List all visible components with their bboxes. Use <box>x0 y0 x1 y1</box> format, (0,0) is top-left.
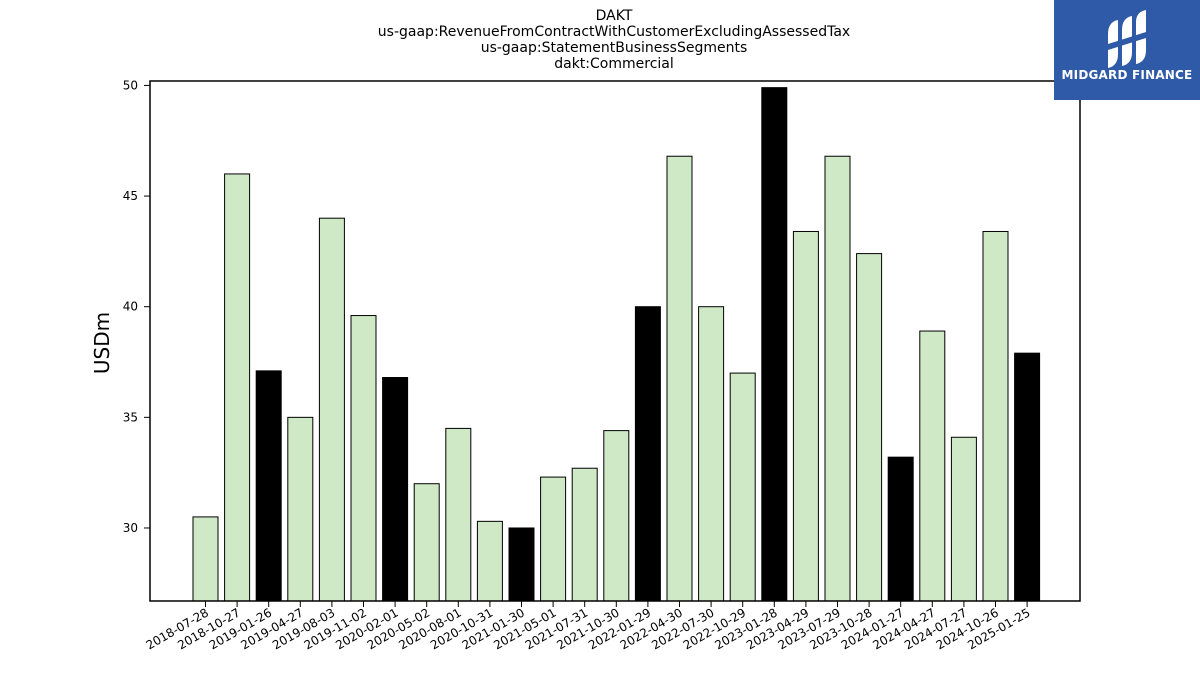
bar-2022-04-30 <box>666 155 693 602</box>
bar-2020-08-01 <box>445 427 472 602</box>
bar-2020-02-01 <box>382 377 409 602</box>
title-line-1: DAKT <box>596 8 633 24</box>
title-line-3: us-gaap:StatementBusinessSegments <box>481 40 748 56</box>
bar-2022-10-29 <box>729 372 756 602</box>
bar-2018-07-28 <box>192 516 219 602</box>
chart-title: DAKT us-gaap:RevenueFromContractWithCust… <box>378 8 850 72</box>
bar-2020-05-02 <box>413 483 440 602</box>
bar-2021-10-30 <box>603 430 630 602</box>
y-tick-label: 50 <box>123 78 138 92</box>
plot-frame <box>149 80 1081 602</box>
y-tick-label: 45 <box>123 189 138 203</box>
bar-2024-04-27 <box>919 330 946 602</box>
bar-2025-01-25 <box>1014 352 1041 602</box>
x-axis: 2018-07-282018-10-272019-01-262019-04-27… <box>144 601 1033 652</box>
bars-group <box>192 87 1041 602</box>
bar-2023-07-29 <box>824 155 851 602</box>
y-tick-label: 30 <box>123 521 138 535</box>
bar-2021-05-01 <box>540 476 567 602</box>
bar-2022-01-29 <box>634 306 661 602</box>
midgard-logo-icon <box>1108 10 1146 68</box>
bar-2018-10-27 <box>224 173 251 602</box>
bar-2021-01-30 <box>508 527 535 602</box>
y-axis: 30 35 40 45 50 <box>123 78 150 535</box>
bar-2020-10-31 <box>476 520 503 602</box>
bar-2024-07-27 <box>950 436 977 602</box>
bar-2024-10-26 <box>982 230 1009 602</box>
bar-2024-01-27 <box>887 456 914 602</box>
bar-2023-10-28 <box>856 253 883 602</box>
title-line-2: us-gaap:RevenueFromContractWithCustomerE… <box>378 24 850 40</box>
bar-2019-04-27 <box>287 416 314 602</box>
y-axis-label: USDm <box>90 312 114 374</box>
bar-2023-04-29 <box>792 230 819 602</box>
y-tick-label: 40 <box>123 300 138 314</box>
bar-2019-08-03 <box>318 217 345 602</box>
midgard-finance-logo: MIDGARD FINANCE <box>1054 0 1200 100</box>
logo-text: MIDGARD FINANCE <box>1061 68 1193 82</box>
bar-2023-01-28 <box>761 87 788 602</box>
title-line-4: dakt:Commercial <box>554 56 674 72</box>
bar-2021-07-31 <box>571 467 598 602</box>
bar-2019-11-02 <box>350 315 377 602</box>
bar-2022-07-30 <box>698 306 725 602</box>
y-tick-label: 35 <box>123 410 138 424</box>
bar-2019-01-26 <box>255 370 282 602</box>
